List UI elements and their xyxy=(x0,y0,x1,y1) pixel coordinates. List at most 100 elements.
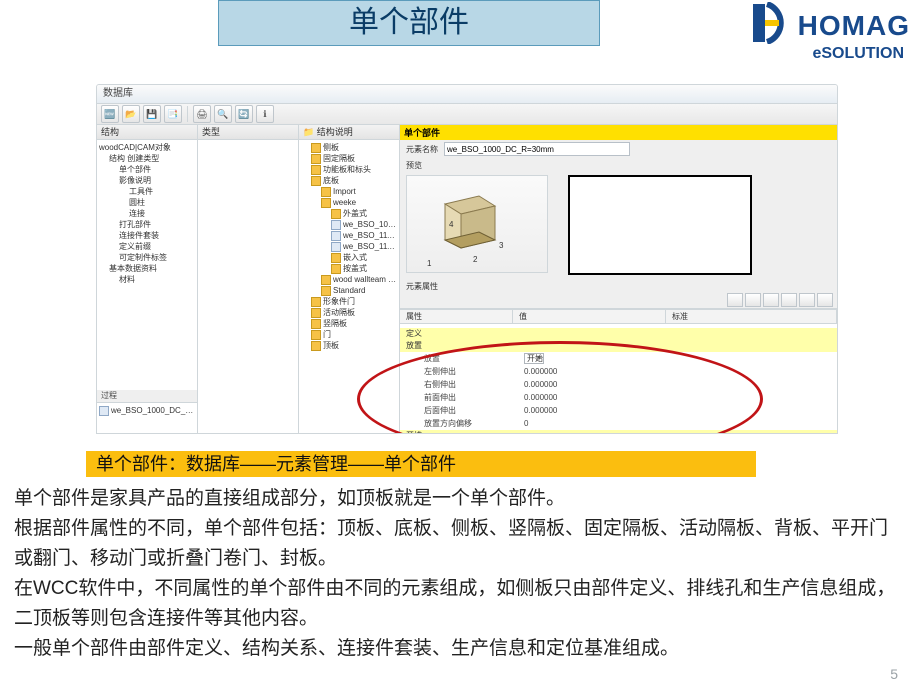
ptb-btn[interactable] xyxy=(799,293,815,307)
tree-item[interactable]: 功能板和标头 xyxy=(301,164,397,175)
tb-copy-icon[interactable]: 📑 xyxy=(164,105,182,123)
folder-icon xyxy=(321,187,331,197)
tree-item[interactable]: 竖隔板 xyxy=(301,318,397,329)
tree-item[interactable]: 按盖式 xyxy=(301,263,397,274)
ptb-btn[interactable] xyxy=(745,293,761,307)
tree-item-label: 竖隔板 xyxy=(323,319,347,328)
file-icon xyxy=(331,220,341,230)
tree-item[interactable]: 圆柱 xyxy=(99,197,195,208)
tree-item[interactable]: 连接 xyxy=(99,208,195,219)
tree-item[interactable]: 结构 创建类型 xyxy=(99,153,195,164)
tree-item[interactable]: 可定制件标签 xyxy=(99,252,195,263)
ptb-btn[interactable] xyxy=(727,293,743,307)
ptb-btn[interactable] xyxy=(781,293,797,307)
tree-item[interactable]: 单个部件 xyxy=(99,164,195,175)
tree-item-label: 功能板和标头 xyxy=(323,165,371,174)
folder-icon xyxy=(331,209,341,219)
preview-num-2: 2 xyxy=(473,255,477,264)
prop-dropdown[interactable]: 开始 xyxy=(524,353,544,364)
body-line: 根据部件属性的不同，单个部件包括：顶板、底板、侧板、竖隔板、固定隔板、活动隔板、… xyxy=(14,514,906,574)
tree-item[interactable]: 嵌入式 xyxy=(301,252,397,263)
folder-icon xyxy=(311,143,321,153)
left-panel-header: 结构 xyxy=(97,125,197,140)
tree-item-label: 按盖式 xyxy=(343,264,367,273)
tree-item[interactable]: weeke xyxy=(301,197,397,208)
tree-item[interactable]: we_BSO_1000_DC xyxy=(301,219,397,230)
element-name-row: 元素名称 xyxy=(400,140,837,158)
mid-tree[interactable]: 侧板固定隔板功能板和标头底板Importweeke外盖式 we_BSO_1000_… xyxy=(299,140,399,434)
slide-body-text: 单个部件是家具产品的直接组成部分，如顶板就是一个单个部件。 根据部件属性的不同，… xyxy=(14,484,906,664)
tb-print-icon[interactable]: 🖨 xyxy=(193,105,211,123)
tree-item[interactable]: 活动隔板 xyxy=(301,307,397,318)
prop-key: 左侧伸出 xyxy=(400,366,524,377)
tree-item[interactable]: 定义前缀 xyxy=(99,241,195,252)
prop-value: 0.000000 xyxy=(524,406,557,415)
prop-row: 左侧伸出0.000000 xyxy=(400,365,837,378)
props-columns: 属性 值 标准 xyxy=(400,309,837,324)
tree-item[interactable]: 材料 xyxy=(99,274,195,285)
preview-label-row: 预览 xyxy=(400,158,837,171)
element-name-input[interactable] xyxy=(444,142,630,156)
tree-item[interactable]: 工具件 xyxy=(99,186,195,197)
tree-item-label: 活动隔板 xyxy=(323,308,355,317)
tb-open-icon[interactable]: 📂 xyxy=(122,105,140,123)
prop-row: 前面伸出0.000000 xyxy=(400,391,837,404)
body-line: 在WCC软件中，不同属性的单个部件由不同的元素组成，如侧板只由部件定义、排线孔和… xyxy=(14,574,906,634)
tree-item[interactable]: 底板 xyxy=(301,175,397,186)
folder-icon xyxy=(311,154,321,164)
tree-item[interactable]: Standard xyxy=(301,285,397,296)
tb-refresh-icon[interactable]: 🔄 xyxy=(235,105,253,123)
props-label: 元素属性 xyxy=(406,281,438,292)
prop-section-groove: 开槽 xyxy=(400,430,837,434)
tb-save-icon[interactable]: 💾 xyxy=(143,105,161,123)
prop-row: 放置开始 xyxy=(400,352,837,365)
logo-sub-text: eSOLUTION xyxy=(700,45,904,63)
preview-num-3: 3 xyxy=(499,241,503,250)
tb-new-icon[interactable]: 🆕 xyxy=(101,105,119,123)
file-icon xyxy=(331,242,341,252)
tb-search-icon[interactable]: 🔍 xyxy=(214,105,232,123)
tree-item[interactable]: 顶板 xyxy=(301,340,397,351)
tree-item-label: Standard xyxy=(333,286,365,295)
window-title: 数据库 xyxy=(103,88,133,99)
ptb-btn[interactable] xyxy=(817,293,833,307)
tree-item-label: 侧板 xyxy=(323,143,339,152)
tree-item[interactable]: we_BSO_1111_DC xyxy=(301,241,397,252)
tree-item[interactable]: 基本数据资料 xyxy=(99,263,195,274)
prop-value-cell: 0.000000 xyxy=(524,367,644,376)
mid-panel-header: 📁 结构说明 xyxy=(299,125,399,140)
folder-icon xyxy=(331,253,341,263)
body-line: 一般单个部件由部件定义、结构关系、连接件套装、生产信息和定位基准组成。 xyxy=(14,634,906,664)
tree-item[interactable]: we_BSO_1110_DC xyxy=(301,230,397,241)
tree-item-label: 底板 xyxy=(323,176,339,185)
left-tree[interactable]: woodCAD|CAM对象 结构 创建类型 单个部件 影像说明 工具件 圆柱 连… xyxy=(97,140,197,390)
tree-item[interactable]: 形象件门 xyxy=(301,296,397,307)
tree-item[interactable]: wood wallteam 底板 xyxy=(301,274,397,285)
ptb-btn[interactable] xyxy=(763,293,779,307)
tree-item-label: we_BSO_1000_DC xyxy=(343,220,397,229)
prop-value-cell: 0.000000 xyxy=(524,393,644,402)
prop-key: 后面伸出 xyxy=(400,405,524,416)
tree-item[interactable]: 打孔部件 xyxy=(99,219,195,230)
app-window: 数据库 🆕 📂 💾 📑 🖨 🔍 🔄 ℹ 结构 woodCAD|CAM对象 结构 … xyxy=(96,84,838,434)
slide-title: 单个部件 xyxy=(218,0,600,46)
tree-root[interactable]: woodCAD|CAM对象 xyxy=(99,142,195,153)
main-panel: 单个部件 元素名称 预览 xyxy=(400,125,837,434)
tree-item[interactable]: 固定隔板 xyxy=(301,153,397,164)
brand-logo: HOMAG eSOLUTION xyxy=(700,2,910,70)
prop-value: 0.000000 xyxy=(524,367,557,376)
tree-item[interactable]: 连接件套装 xyxy=(99,230,195,241)
tree-item[interactable]: Import xyxy=(301,186,397,197)
tree-item[interactable]: 侧板 xyxy=(301,142,397,153)
tree-item[interactable]: 外盖式 xyxy=(301,208,397,219)
preview-num-4: 4 xyxy=(449,220,453,229)
folder-icon xyxy=(331,264,341,274)
tb-info-icon[interactable]: ℹ xyxy=(256,105,274,123)
tree-item[interactable]: 门 xyxy=(301,329,397,340)
tree-item-label: 外盖式 xyxy=(343,209,367,218)
preview-3d: 1 2 3 4 xyxy=(406,175,548,273)
tree-item[interactable]: 影像说明 xyxy=(99,175,195,186)
process-item[interactable]: we_BSO_1000_DC_R=30mm xyxy=(99,405,195,416)
prop-col-std: 标准 xyxy=(666,310,837,323)
left-sub-header: 过程 xyxy=(97,390,197,403)
